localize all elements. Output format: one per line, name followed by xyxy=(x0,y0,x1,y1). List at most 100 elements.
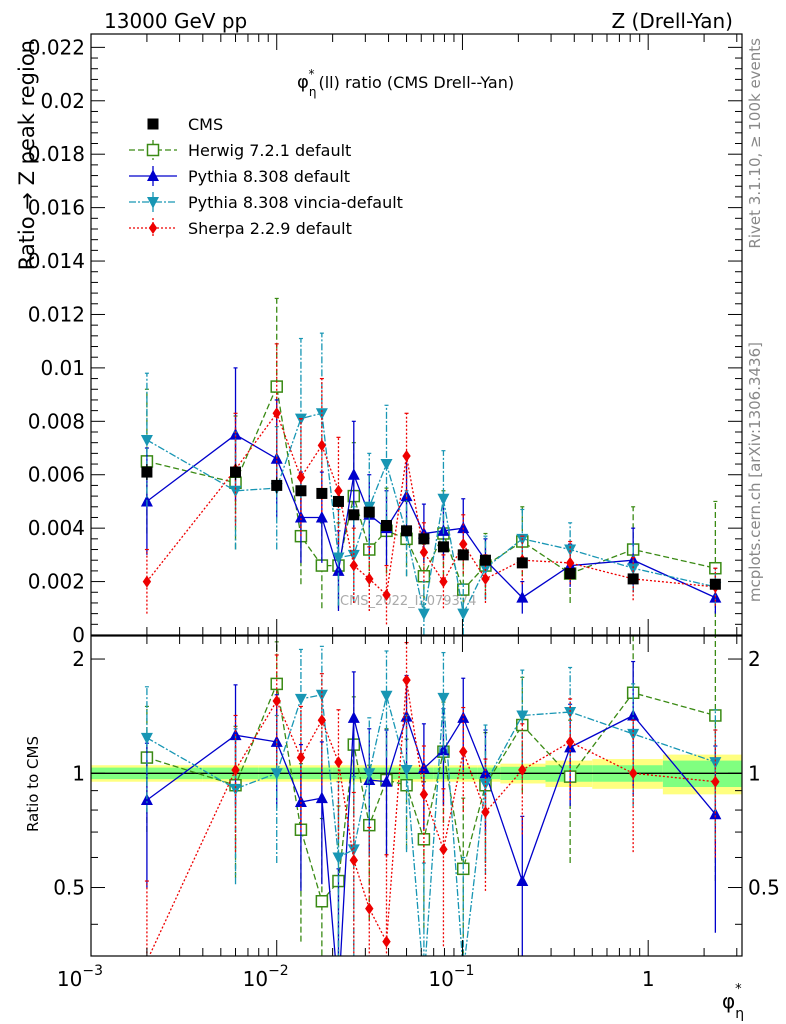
ratio-point-pythia xyxy=(479,766,492,779)
ratio-point-vincia xyxy=(270,768,283,780)
main-point-sherpa xyxy=(459,538,468,551)
legend-label-herwig: Herwig 7.2.1 default xyxy=(188,141,351,160)
ratio-point-sherpa xyxy=(349,854,358,867)
ratio-ylabel: Ratio to CMS xyxy=(24,736,42,832)
ratio-point-sherpa xyxy=(439,843,448,856)
main-point-cms xyxy=(479,554,491,566)
main-point-sherpa xyxy=(334,484,343,497)
ratio-point-vincia xyxy=(140,732,153,745)
legend-marker-herwig xyxy=(146,143,160,157)
main-title: φη * (ll) ratio (CMS Drell--Yan) xyxy=(297,67,514,99)
legend-label-vincia: Pythia 8.308 vincia-default xyxy=(188,193,403,212)
ratio-point-vincia xyxy=(380,690,393,703)
ratio-frame xyxy=(90,635,743,957)
legend-marker-cms xyxy=(147,118,159,130)
main-point-sherpa xyxy=(439,575,448,588)
ratio-ytick-label-left: 2 xyxy=(72,647,85,671)
xtick-exponent: −3 xyxy=(82,963,103,979)
ratio-point-sherpa xyxy=(628,767,638,780)
legend-label-pythia: Pythia 8.308 default xyxy=(188,167,350,186)
ratio-line-pythia xyxy=(146,714,716,956)
ratio-point-pythia xyxy=(516,874,529,887)
header-left: 13000 GeV pp xyxy=(104,9,247,33)
ratio-point-sherpa xyxy=(711,775,720,788)
ratio-point-vincia xyxy=(437,692,450,705)
main-line-pythia xyxy=(146,433,716,599)
main-ytick-label: 0.018 xyxy=(28,142,85,166)
ratio-point-sherpa xyxy=(402,674,411,687)
main-ytick-label: 0.016 xyxy=(28,196,85,220)
xlabel-phi: φ xyxy=(722,989,735,1013)
legend-label-sherpa: Sherpa 2.2.9 default xyxy=(188,219,352,238)
main-point-sherpa xyxy=(296,471,306,484)
xlabel: φη * xyxy=(722,982,744,1022)
ratio-ytick-label-left: 1 xyxy=(72,761,85,785)
legend: CMS Herwig 7.2.1 default Pythia 8.308 defa… xyxy=(129,115,403,238)
main-point-cms xyxy=(295,485,307,497)
main-point-sherpa xyxy=(382,588,391,601)
ratio-point-pythia xyxy=(347,711,360,723)
main-series-sherpa xyxy=(142,343,720,625)
main-point-cms xyxy=(564,568,576,580)
main-point-cms xyxy=(627,573,639,585)
ratio-line-sherpa xyxy=(148,680,716,956)
main-point-cms xyxy=(418,533,430,545)
ratio-point-vincia xyxy=(564,707,577,719)
main-point-sherpa xyxy=(481,572,490,585)
main-point-cms xyxy=(348,509,360,521)
main-point-cms xyxy=(271,479,283,491)
main-point-sherpa xyxy=(349,559,358,572)
xtick-mantissa: 10 xyxy=(428,967,453,991)
ratio-ytick-label-right: 2 xyxy=(748,647,761,671)
main-point-cms xyxy=(316,487,328,499)
ratio-point-sherpa xyxy=(481,806,490,819)
ratio-point-pythia xyxy=(380,775,393,787)
main-point-sherpa xyxy=(317,439,327,452)
ratio-point-vincia xyxy=(294,693,307,706)
ratio-point-herwig xyxy=(417,833,431,846)
main-point-cms xyxy=(332,495,344,507)
ratio-point-sherpa xyxy=(419,788,429,801)
main-point-pythia xyxy=(294,510,307,523)
main-frame xyxy=(90,33,743,636)
ratio-point-sherpa xyxy=(365,902,374,915)
main-point-sherpa xyxy=(365,572,374,585)
main-point-pythia xyxy=(457,521,470,534)
main-ytick-label: 0.004 xyxy=(28,516,85,540)
main-point-vincia xyxy=(347,549,360,562)
rivet-label: Rivet 3.1.10, ≥ 100k events xyxy=(746,38,764,249)
main-ytick-label: 0.02 xyxy=(40,89,85,113)
xtick-exponent: −2 xyxy=(268,963,289,979)
main-ytick-label: 0.014 xyxy=(28,249,85,273)
main-point-cms xyxy=(709,578,721,590)
ratio-ytick-label-right: 0.5 xyxy=(748,876,780,900)
ratio-point-vincia xyxy=(400,765,413,777)
ratio-point-vincia xyxy=(347,844,360,856)
main-ylabel: Ratio → Z peak region xyxy=(15,40,39,270)
main-point-cms xyxy=(516,557,528,569)
main-ytick-label: 0.012 xyxy=(28,302,85,326)
main-ytick-label: 0.008 xyxy=(28,409,85,433)
main-line-sherpa xyxy=(146,411,716,597)
ratio-series-pythia xyxy=(140,660,722,956)
main-ytick-label: 0.022 xyxy=(28,35,85,59)
ratio-point-sherpa xyxy=(146,955,148,956)
main-point-cms xyxy=(363,506,375,518)
ratio-xtick-label: 10−1 xyxy=(428,963,474,991)
main-point-pythia xyxy=(315,510,328,523)
main-point-vincia xyxy=(457,608,470,621)
main-point-cms xyxy=(437,541,449,553)
legend-marker-sherpa xyxy=(148,222,158,234)
analysis-annotation: CMS_2022_I2079374 xyxy=(340,594,476,609)
legend-marker-pythia xyxy=(147,169,159,181)
main-series-vincia xyxy=(140,332,722,635)
ratio-point-sherpa xyxy=(565,735,575,748)
ratio-point-vincia xyxy=(229,783,242,796)
xtick-mantissa: 10 xyxy=(57,967,82,991)
main-point-vincia xyxy=(332,552,345,565)
main-panel: CMS_2022_I2079374 0 0.002 0.004 0.006 0.008 0.… xyxy=(28,33,743,647)
ratio-point-vincia xyxy=(479,778,492,790)
ratio-point-pythia xyxy=(315,791,328,804)
legend-label-cms: CMS xyxy=(188,115,223,134)
